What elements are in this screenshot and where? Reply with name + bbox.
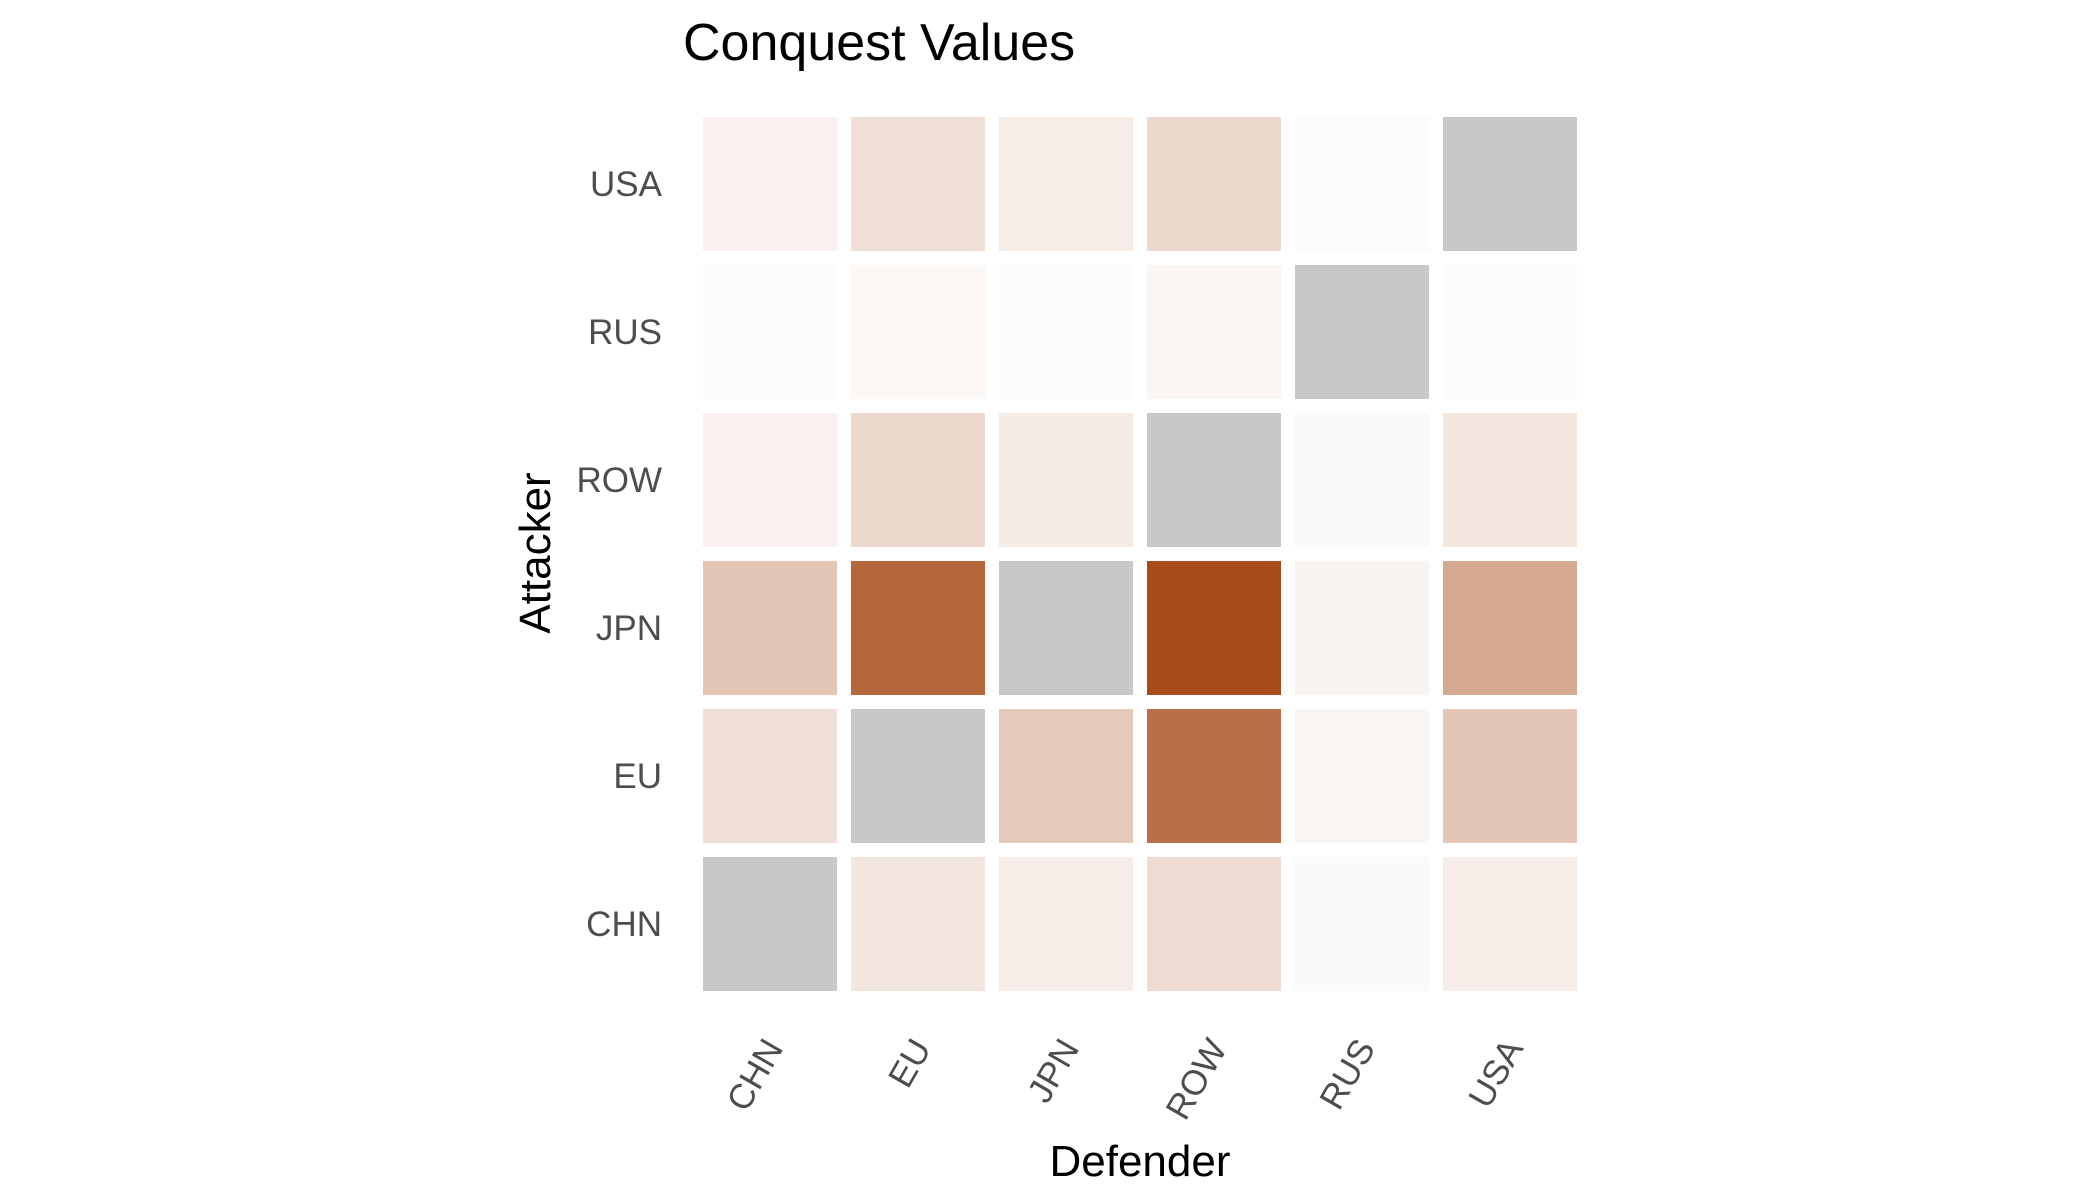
heatmap-cell-jpn-row — [1147, 561, 1281, 695]
heatmap-cells — [703, 117, 1577, 991]
y-tick-label-chn: CHN — [586, 905, 662, 944]
y-axis-title: Attacker — [511, 472, 560, 633]
heatmap-cell-usa-row — [1147, 117, 1281, 251]
heatmap-cell-usa-eu — [851, 117, 985, 251]
heatmap-cell-eu-usa — [1443, 709, 1577, 843]
x-tick-label-jpn: JPN — [1020, 1033, 1087, 1110]
heatmap-cell-rus-chn — [703, 265, 837, 399]
heatmap-cell-row-eu — [851, 413, 985, 547]
heatmap-cell-jpn-eu — [851, 561, 985, 695]
heatmap-cell-usa-jpn — [999, 117, 1133, 251]
y-axis-tick-labels: USA RUS ROW JPN EU CHN — [576, 165, 662, 944]
heatmap-cell-chn-eu — [851, 857, 985, 991]
heatmap-cell-jpn-chn — [703, 561, 837, 695]
heatmap-cell-eu-chn — [703, 709, 837, 843]
heatmap-cell-row-rus — [1295, 413, 1429, 547]
heatmap-cell-row-chn — [703, 413, 837, 547]
heatmap-cell-chn-rus — [1295, 857, 1429, 991]
heatmap-cell-rus-rus — [1295, 265, 1429, 399]
heatmap-cell-jpn-usa — [1443, 561, 1577, 695]
heatmap-cell-chn-chn — [703, 857, 837, 991]
x-tick-label-usa: USA — [1461, 1032, 1531, 1114]
heatmap-cell-rus-eu — [851, 265, 985, 399]
heatmap-cell-row-row — [1147, 413, 1281, 547]
x-axis-title: Defender — [1049, 1137, 1230, 1186]
y-tick-label-jpn: JPN — [596, 609, 662, 648]
y-tick-label-row: ROW — [576, 461, 662, 500]
x-tick-label-row: ROW — [1158, 1033, 1235, 1127]
heatmap-cell-rus-jpn — [999, 265, 1133, 399]
y-tick-label-usa: USA — [590, 165, 663, 204]
x-axis-tick-labels: CHN EU JPN ROW RUS USA — [719, 1032, 1531, 1126]
heatmap-cell-jpn-rus — [1295, 561, 1429, 695]
heatmap-cell-chn-row — [1147, 857, 1281, 991]
heatmap-cell-usa-usa — [1443, 117, 1577, 251]
heatmap-cell-eu-row — [1147, 709, 1281, 843]
heatmap-cell-eu-jpn — [999, 709, 1133, 843]
heatmap-cell-chn-jpn — [999, 857, 1133, 991]
heatmap-cell-chn-usa — [1443, 857, 1577, 991]
y-tick-label-eu: EU — [613, 757, 662, 796]
heatmap-cell-eu-rus — [1295, 709, 1429, 843]
x-tick-label-chn: CHN — [719, 1033, 791, 1118]
x-tick-label-rus: RUS — [1312, 1033, 1383, 1117]
heatmap-cell-row-usa — [1443, 413, 1577, 547]
chart-title: Conquest Values — [683, 14, 1075, 72]
x-tick-label-eu: EU — [881, 1033, 939, 1095]
heatmap-cell-row-jpn — [999, 413, 1133, 547]
heatmap-cell-eu-eu — [851, 709, 985, 843]
y-tick-label-rus: RUS — [588, 313, 662, 352]
heatmap-cell-jpn-jpn — [999, 561, 1133, 695]
heatmap-cell-rus-row — [1147, 265, 1281, 399]
heatmap-cell-usa-chn — [703, 117, 837, 251]
heatmap-cell-rus-usa — [1443, 265, 1577, 399]
heatmap-cell-usa-rus — [1295, 117, 1429, 251]
